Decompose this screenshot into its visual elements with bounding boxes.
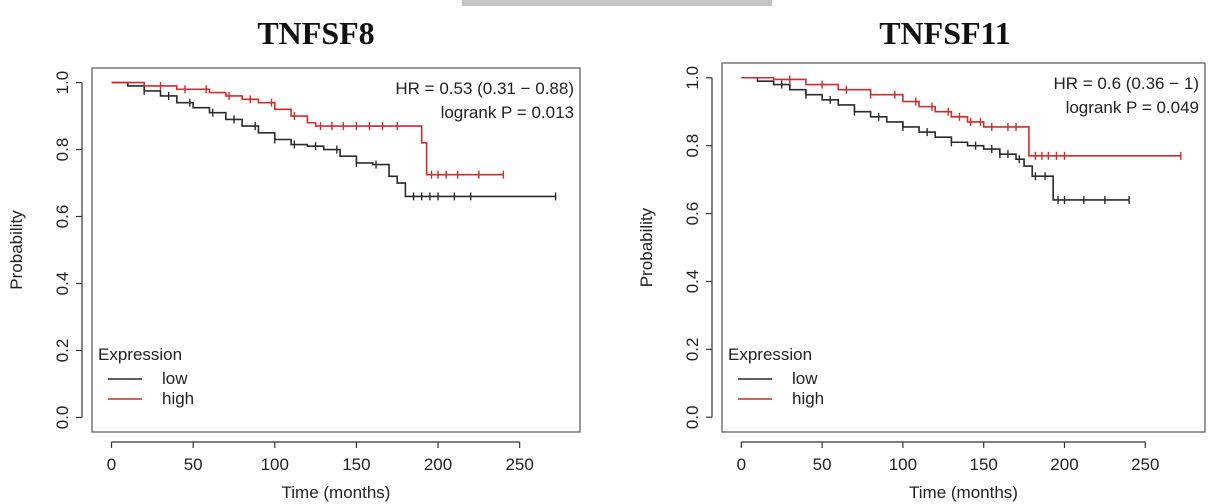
y-tick-label: 0.4 <box>683 270 702 294</box>
stat-annotation: HR = 0.6 (0.36 − 1) <box>1053 74 1199 93</box>
y-axis-label: Probability <box>637 207 656 287</box>
legend-title: Expression <box>728 345 812 364</box>
y-tick-label: 1.0 <box>683 66 702 90</box>
plot-frame <box>91 67 581 433</box>
y-tick-label: 0.8 <box>53 138 72 162</box>
stat-annotation: logrank P = 0.013 <box>441 103 574 122</box>
x-tick-label: 200 <box>1050 455 1078 474</box>
y-tick-label: 0.0 <box>683 405 702 429</box>
x-tick-label: 0 <box>737 455 746 474</box>
x-tick-label: 200 <box>424 455 452 474</box>
stat-annotation: HR = 0.53 (0.31 − 0.88) <box>395 79 574 98</box>
tnfsf11-panel: TNFSF11 0 50 100 150 200 250 0.0 0.2 0.4 0.6 0.8 1.… <box>637 15 1206 502</box>
panel-title: TNFSF8 <box>257 15 374 51</box>
x-tick-label: 250 <box>505 455 533 474</box>
x-tick-label: 150 <box>970 455 998 474</box>
x-axis-label: Time (months) <box>909 483 1018 502</box>
x-tick-label: 100 <box>261 455 289 474</box>
y-tick-label: 1.0 <box>53 71 72 95</box>
panel-title: TNFSF11 <box>879 15 1011 51</box>
stat-annotation: logrank P = 0.049 <box>1066 98 1199 117</box>
y-tick-label: 0.2 <box>683 338 702 362</box>
legend-label-high: high <box>162 389 194 408</box>
legend-label-low: low <box>792 369 818 388</box>
km-curve-low <box>741 76 1130 201</box>
y-tick-label: 0.0 <box>53 406 72 430</box>
x-tick-label: 0 <box>107 455 116 474</box>
x-tick-label: 250 <box>1131 455 1159 474</box>
legend-title: Expression <box>98 345 182 364</box>
x-tick-label: 50 <box>813 455 832 474</box>
x-tick-label: 50 <box>184 455 203 474</box>
x-tick-label: 100 <box>889 455 917 474</box>
km-curve-high <box>111 81 504 176</box>
km-curve-low <box>111 81 556 198</box>
y-tick-label: 0.6 <box>53 205 72 229</box>
y-tick-label: 0.2 <box>53 339 72 363</box>
y-tick-label: 0.6 <box>683 202 702 226</box>
y-tick-label: 0.4 <box>53 272 72 296</box>
top-edge-decoration <box>462 0 772 6</box>
plot-frame <box>721 62 1206 433</box>
tnfsf8-panel: TNFSF8 0 50 100 150 200 250 0.0 0.2 0.4 0.6 0.8 1.0… <box>7 15 581 502</box>
y-tick-label: 0.8 <box>683 134 702 158</box>
legend-label-low: low <box>162 369 188 388</box>
x-axis-label: Time (months) <box>282 483 391 502</box>
x-tick-label: 150 <box>342 455 370 474</box>
km-curve-high <box>741 76 1181 157</box>
y-axis-label: Probability <box>7 210 26 290</box>
legend-label-high: high <box>792 389 824 408</box>
